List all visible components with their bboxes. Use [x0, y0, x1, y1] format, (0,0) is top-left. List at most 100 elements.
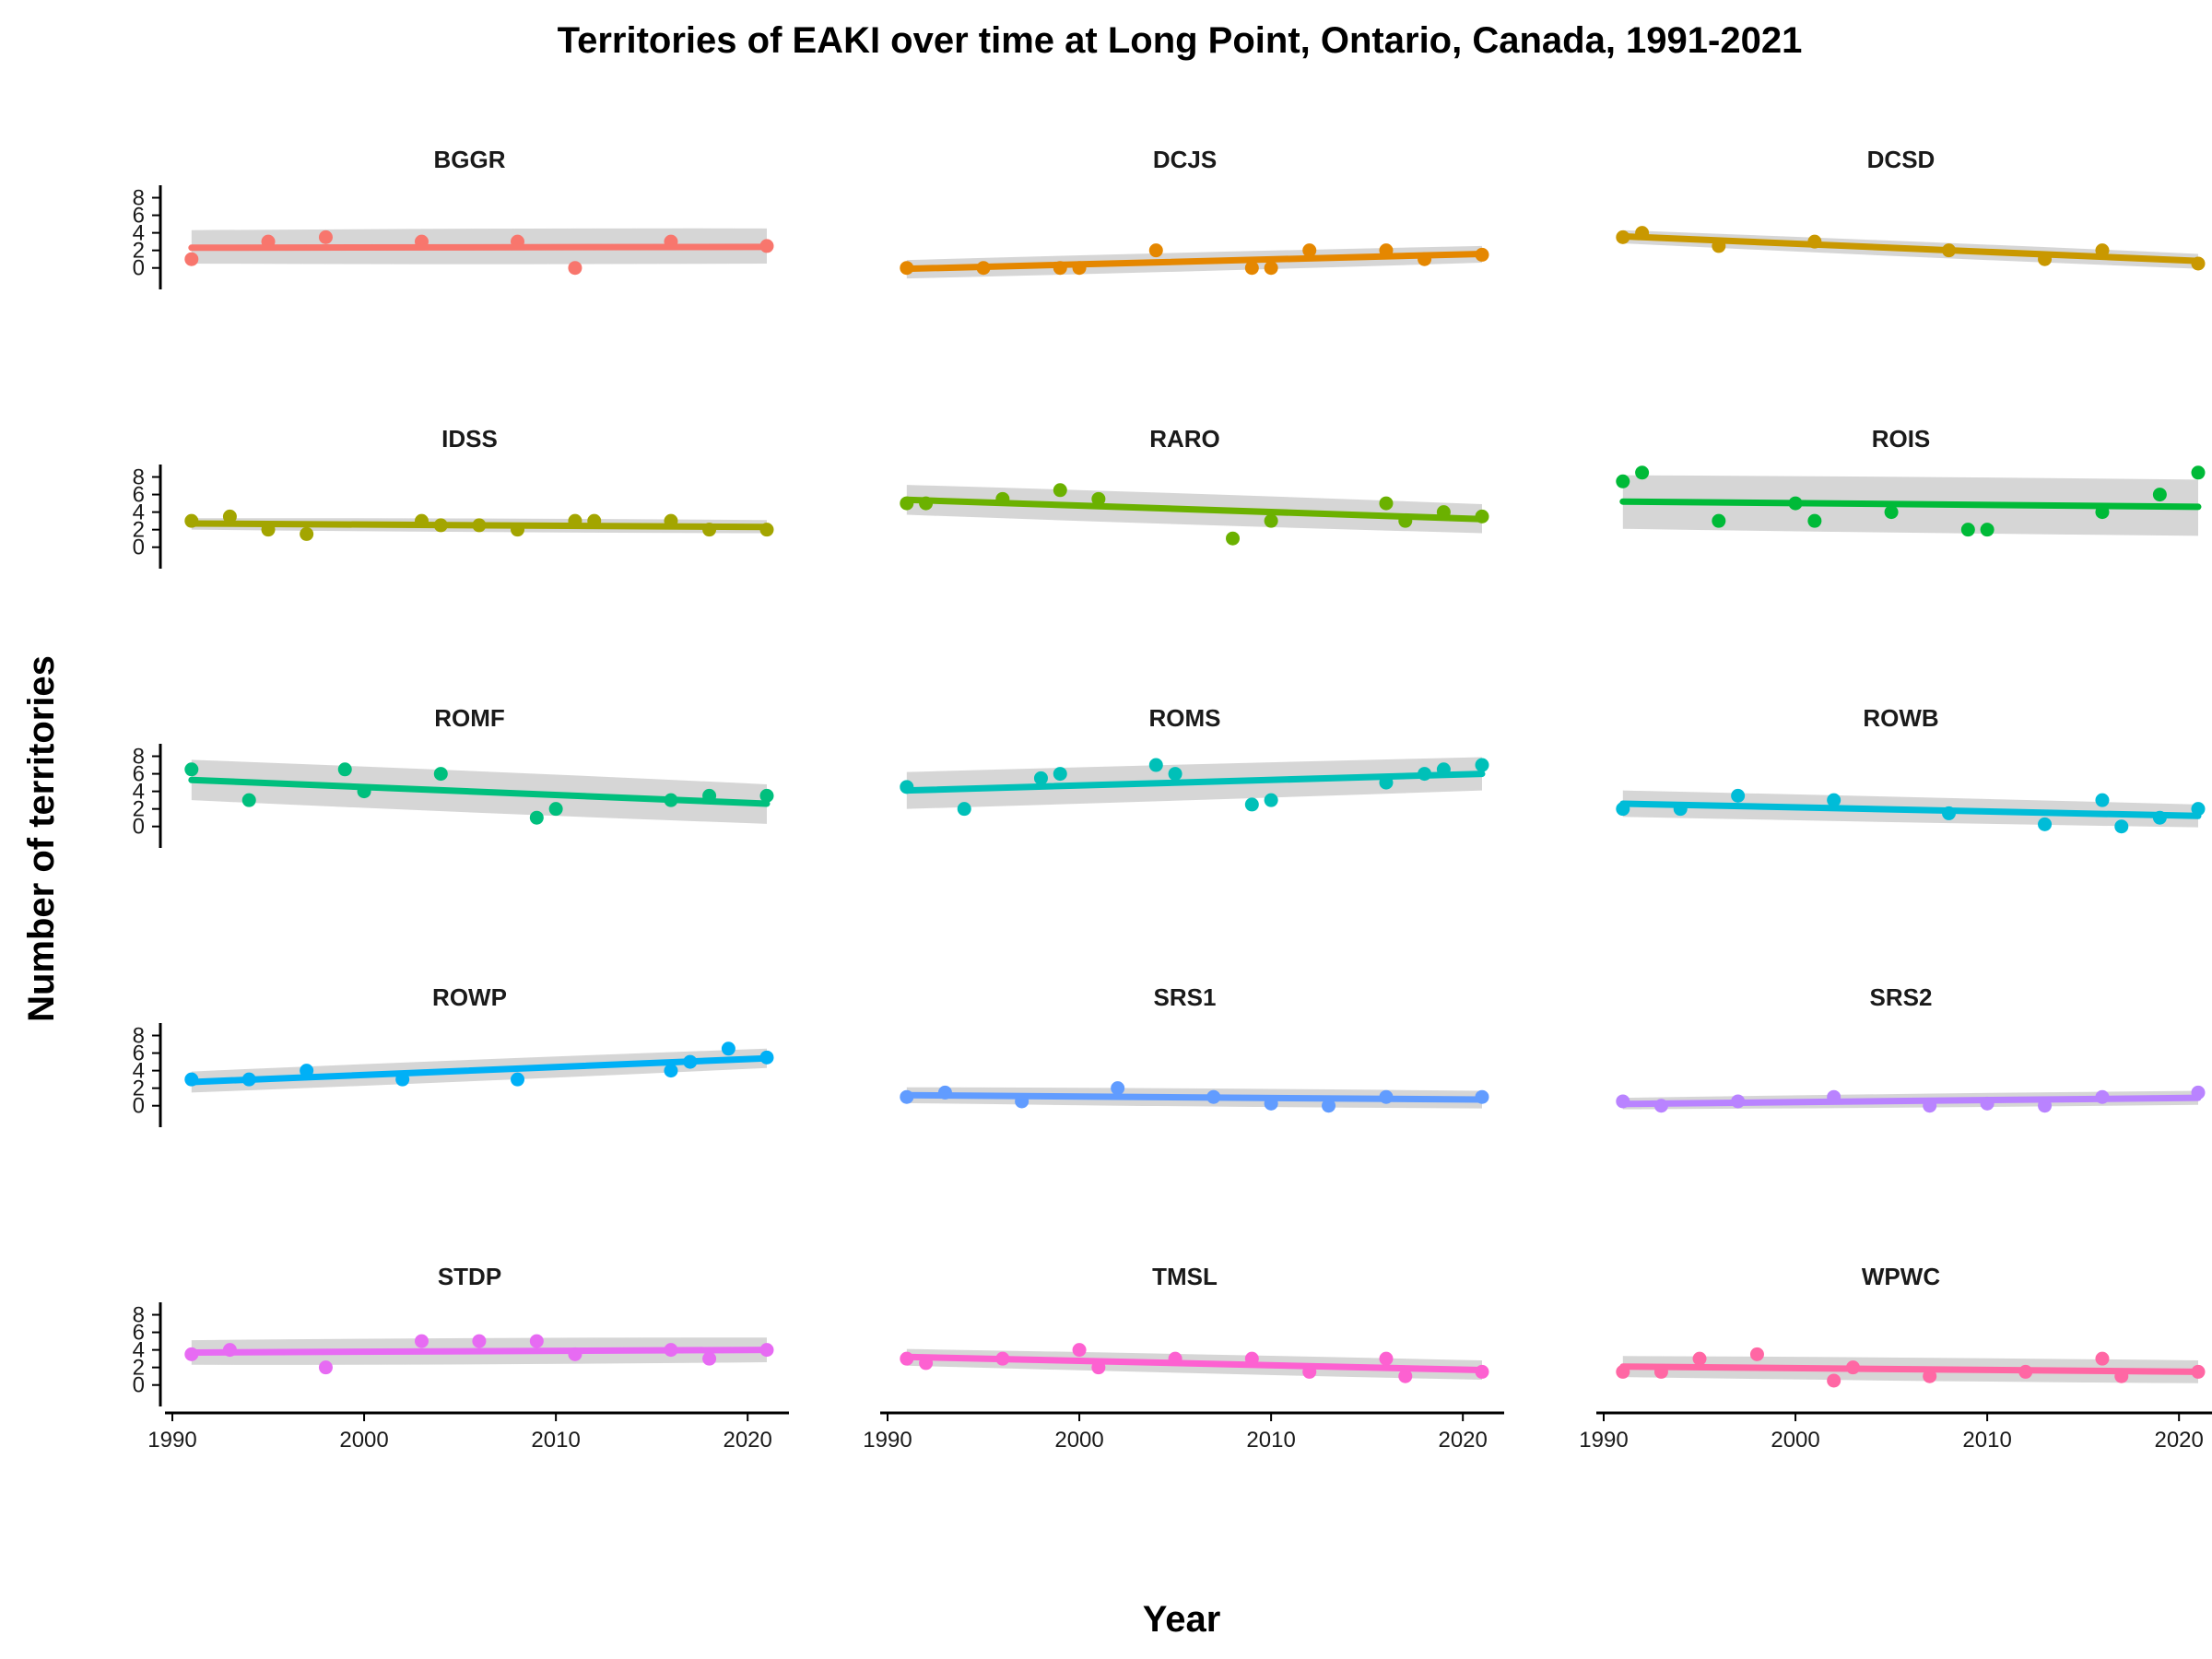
- data-point-roms: [1244, 797, 1259, 812]
- trend-line-srs1: [903, 1091, 1486, 1103]
- data-point-romf: [241, 793, 256, 807]
- data-point-romf: [548, 802, 563, 817]
- trend-line-wpwc: [1619, 1363, 2202, 1375]
- y-axis-title: Number of territories: [21, 655, 62, 1022]
- data-point-rowb: [1827, 793, 1841, 807]
- facet-label-roms: ROMS: [1149, 704, 1221, 732]
- y-tick-label: 2: [133, 1356, 145, 1381]
- y-tick-label: 0: [133, 256, 145, 281]
- x-tick-label: 2000: [339, 1428, 388, 1453]
- x-tick-label: 2010: [531, 1428, 580, 1453]
- data-point-stdp: [414, 1334, 429, 1348]
- facet-label-raro: RARO: [1149, 425, 1220, 453]
- data-point-stdp: [702, 1351, 717, 1366]
- data-point-roms: [1264, 793, 1278, 807]
- data-point-rois: [2191, 465, 2206, 480]
- data-point-rowp: [664, 1064, 678, 1078]
- facet-label-stdp: STDP: [438, 1263, 501, 1290]
- y-tick-label: 4: [133, 1338, 145, 1363]
- y-tick-label: 6: [133, 762, 145, 787]
- data-point-romf: [433, 767, 448, 782]
- facet-panel-raro: RARO: [900, 425, 1489, 546]
- x-axis-title: Year: [1143, 1599, 1221, 1640]
- data-point-rois: [1635, 465, 1650, 480]
- data-point-roms: [957, 802, 971, 817]
- y-tick-label: 4: [133, 1059, 145, 1084]
- data-point-rois: [1616, 474, 1630, 488]
- x-tick-label: 2010: [1962, 1428, 2011, 1453]
- x-tick-label: 1990: [147, 1428, 196, 1453]
- data-point-raro: [1091, 491, 1106, 506]
- facet-label-dcjs: DCJS: [1153, 146, 1217, 173]
- trend-line-srs2: [1619, 1094, 2202, 1108]
- data-point-tmsl: [1379, 1351, 1394, 1366]
- data-point-rois: [1980, 523, 1994, 537]
- x-tick-label: 1990: [863, 1428, 912, 1453]
- data-point-tmsl: [1398, 1369, 1413, 1383]
- data-point-bggr: [568, 261, 582, 276]
- data-point-bggr: [318, 229, 333, 244]
- y-tick-label: 6: [133, 483, 145, 508]
- data-point-romf: [337, 762, 352, 777]
- facet-panel-rois: ROIS: [1616, 425, 2206, 537]
- trend-line-raro: [903, 496, 1486, 523]
- data-point-roms: [1053, 767, 1067, 782]
- trend-line-romf: [188, 776, 771, 807]
- trend-line-rowb: [1619, 800, 2202, 819]
- data-point-romf: [529, 810, 544, 825]
- y-tick-label: 8: [133, 465, 145, 490]
- data-point-roms: [1033, 771, 1048, 785]
- trend-line-rois: [1619, 498, 2202, 511]
- facet-label-rois: ROIS: [1872, 425, 1931, 453]
- data-point-wpwc: [1749, 1347, 1764, 1361]
- trend-line-bggr: [188, 243, 771, 252]
- facet-label-romf: ROMF: [434, 704, 505, 732]
- data-point-wpwc: [1923, 1369, 1937, 1383]
- data-point-idss: [300, 526, 314, 541]
- y-tick-label: 8: [133, 1024, 145, 1049]
- chart-title: Territories of EAKI over time at Long Po…: [558, 20, 1803, 61]
- y-tick-label: 0: [133, 1094, 145, 1119]
- data-point-stdp: [529, 1334, 544, 1348]
- data-point-rois: [1712, 513, 1726, 528]
- y-tick-label: 4: [133, 780, 145, 805]
- facet-label-idss: IDSS: [441, 425, 498, 453]
- y-tick-label: 0: [133, 535, 145, 560]
- data-point-rowb: [2191, 802, 2206, 817]
- facet-label-tmsl: TMSL: [1152, 1263, 1218, 1290]
- x-tick-label: 2020: [2154, 1428, 2203, 1453]
- y-tick-label: 8: [133, 1303, 145, 1328]
- y-tick-label: 4: [133, 221, 145, 246]
- trend-line-rowp: [188, 1054, 771, 1086]
- facet-label-srs2: SRS2: [1870, 983, 1933, 1011]
- trend-line-dcsd: [1619, 232, 2202, 265]
- y-tick-label: 6: [133, 1041, 145, 1066]
- facet-panel-rowb: ROWB: [1616, 704, 2206, 834]
- facet-panel-srs1: SRS1: [900, 983, 1489, 1113]
- data-point-romf: [759, 788, 774, 803]
- data-point-roms: [1148, 758, 1163, 772]
- trend-line-roms: [903, 771, 1486, 794]
- data-point-wpwc: [1692, 1351, 1707, 1366]
- data-point-rowb: [2114, 819, 2129, 834]
- data-point-raro: [1379, 496, 1394, 511]
- data-point-dcjs: [1148, 243, 1163, 258]
- data-point-rowp: [721, 1041, 735, 1056]
- y-tick-label: 0: [133, 815, 145, 840]
- facet-label-rowb: ROWB: [1863, 704, 1938, 732]
- facet-panel-wpwc: WPWC 1990 2000 2010 2020: [1579, 1263, 2212, 1453]
- data-point-stdp: [472, 1334, 487, 1348]
- y-tick-label: 6: [133, 1321, 145, 1346]
- data-point-roms: [1168, 767, 1182, 782]
- facet-label-rowp: ROWP: [432, 983, 507, 1011]
- y-tick-label: 4: [133, 500, 145, 525]
- data-point-tmsl: [1072, 1343, 1087, 1358]
- facet-panel-srs2: SRS2: [1616, 983, 2206, 1113]
- data-point-rois: [1960, 523, 1975, 537]
- facet-label-bggr: BGGR: [434, 146, 506, 173]
- data-point-rowb: [1731, 788, 1746, 803]
